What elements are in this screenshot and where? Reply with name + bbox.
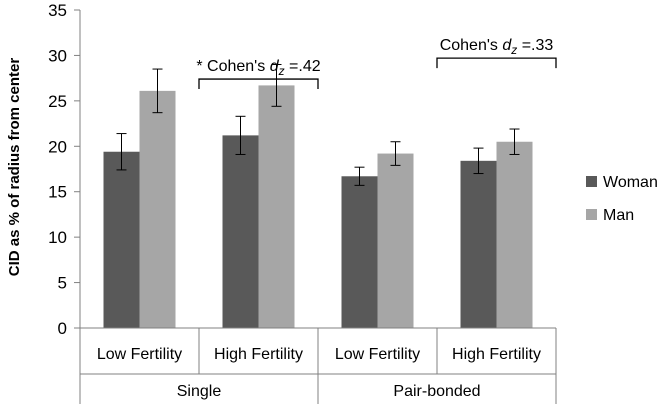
category-labels: Low Fertility High Fertility Low Fertility…: [97, 346, 541, 363]
y-tick-label: 30: [48, 46, 67, 65]
x-tick-label: High Fertility: [452, 346, 541, 363]
effect-size-value: =.42: [285, 58, 321, 75]
effect-size-var: d: [502, 37, 512, 54]
bars: [103, 85, 533, 328]
significance-bracket: Cohen's dz =.33: [436, 37, 557, 69]
error-bar: [473, 147, 484, 175]
error-bar: [509, 128, 520, 155]
axes: [74, 9, 557, 404]
effect-size-subscript: z: [278, 64, 285, 78]
error-bar: [390, 141, 401, 166]
error-bar: [152, 68, 163, 114]
significance-bracket: * Cohen's dz =.42: [196, 58, 321, 90]
y-tick-label: 35: [48, 1, 67, 20]
bar-woman: [460, 160, 497, 328]
legend-swatch-man: [586, 209, 597, 220]
y-tick-label: 10: [48, 228, 67, 247]
bar-woman: [222, 135, 259, 328]
x-tick-label: Low Fertility: [335, 346, 420, 363]
bar-woman: [341, 176, 378, 328]
error-bars: [116, 64, 520, 186]
legend-label-man: Man: [603, 207, 634, 224]
bar-man: [496, 141, 533, 328]
legend-swatch-woman: [586, 176, 597, 187]
effect-size-value: =.33: [517, 37, 553, 54]
legend-label-woman: Woman: [603, 174, 658, 191]
y-tick-label: 15: [48, 183, 67, 202]
x-group-label: Single: [177, 383, 222, 400]
y-tick-label: 25: [48, 92, 67, 111]
effect-size-star: * Cohen's: [196, 58, 269, 75]
y-ticks: 0 5 10 15 20 25 30 35: [48, 1, 67, 338]
x-tick-label: Low Fertility: [97, 346, 182, 363]
legend: Woman Man: [586, 174, 658, 224]
x-tick-label: High Fertility: [214, 346, 303, 363]
bracket-line: [436, 57, 557, 69]
y-tick-label: 20: [48, 137, 67, 156]
x-group-label: Pair-bonded: [393, 383, 480, 400]
effect-size-star: Cohen's: [440, 37, 503, 54]
group-labels: Single Pair-bonded: [177, 383, 481, 400]
bar-woman: [103, 151, 140, 328]
effect-size-subscript: z: [510, 43, 517, 57]
bar-man: [377, 153, 414, 328]
bar-man: [258, 85, 295, 328]
y-tick-label: 5: [58, 274, 67, 293]
error-bar: [271, 64, 282, 107]
bar-man: [139, 90, 176, 328]
error-bar: [354, 166, 365, 186]
error-bar: [116, 133, 127, 171]
effect-size-var: d: [270, 58, 280, 75]
error-bar: [235, 115, 246, 155]
y-axis-label: CID as % of radius from center: [6, 58, 23, 277]
effect-size-label: * Cohen's dz =.42: [196, 58, 320, 78]
bracket-line: [198, 78, 319, 90]
y-tick-label: 0: [58, 319, 67, 338]
effect-size-label: Cohen's dz =.33: [440, 37, 554, 57]
